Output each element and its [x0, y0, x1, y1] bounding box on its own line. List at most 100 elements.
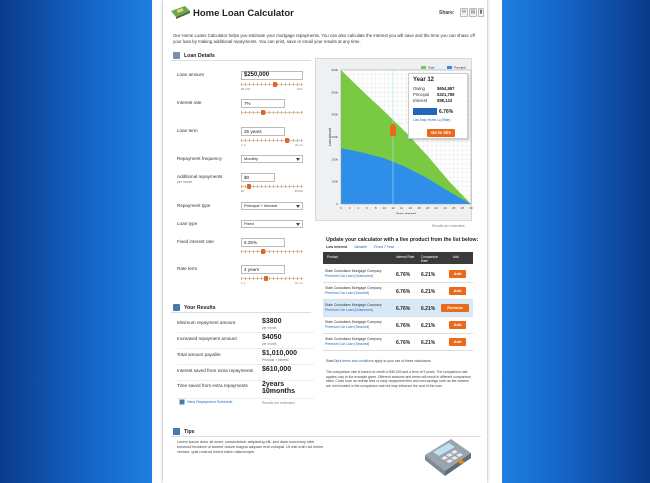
result-label: Increased repayment amount — [177, 336, 237, 341]
field-label: Fixed interest rate — [177, 239, 214, 244]
loan-field-1: Interest rate 7% — [177, 99, 314, 124]
field-select[interactable]: Fixed — [241, 220, 303, 228]
result-sub: per month — [262, 342, 277, 346]
field-slider[interactable]: 1 yr 30 yrs — [241, 138, 303, 147]
product-tabs: Low interest Variable Fixed 7 Year — [326, 245, 400, 249]
x-tick-label: 14 — [400, 206, 404, 210]
field-slider[interactable]: $0 $5000 — [241, 184, 303, 193]
tooltip-interest-label: Interest — [413, 98, 427, 103]
product-comparison-rate: 6.21% — [421, 289, 436, 295]
schedule-icon — [179, 399, 185, 405]
slider-handle[interactable] — [272, 82, 277, 87]
field-input[interactable]: $0 — [241, 173, 275, 182]
chart-estimate-note: Results are estimates — [432, 224, 465, 228]
y-tick-label: 100k — [331, 180, 338, 184]
x-tick-label: 22 — [435, 206, 439, 210]
email-icon[interactable]: ✉ — [460, 8, 468, 17]
tips-text: Lorem ipsum dolor sit amet, consectetuer… — [177, 440, 324, 454]
product-lender: State Custodians Mortgage Company — [325, 269, 382, 273]
x-tick-label: 10 — [383, 206, 387, 210]
go-to-site-button[interactable]: Go to Site — [427, 129, 455, 137]
result-row: Time saved from extra repayments 2years 1… — [177, 381, 314, 399]
tooltip-owing-value: $654,987 — [437, 86, 455, 91]
loan-field-0: Loan amount $250,000 $5,000 $2m — [177, 71, 314, 96]
view-repayment-schedule-link[interactable]: View Repayment Schedule — [187, 400, 233, 404]
tooltip-year: Year 12 — [413, 77, 435, 83]
field-input[interactable]: 6.25% — [241, 238, 285, 247]
tab-low-interest[interactable]: Low interest — [326, 245, 348, 249]
product-name-link[interactable]: Premium Car Loan (Secured) — [325, 291, 370, 295]
field-slider[interactable] — [241, 110, 303, 115]
product-name-link[interactable]: Premium Car Loan (Unsecured) — [325, 274, 374, 278]
slider-min: 1 yr — [241, 281, 247, 285]
result-value: $1,010,000 — [262, 350, 298, 357]
field-input[interactable]: 7% — [241, 99, 285, 108]
lender-logo — [413, 108, 437, 115]
calculator-logo-icon — [171, 6, 190, 19]
slider-handle[interactable] — [284, 138, 289, 143]
field-select[interactable]: Principal + Interest — [241, 202, 303, 210]
result-value: 2years 10months — [262, 381, 296, 395]
product-name-link[interactable]: Premium Car Loan (Secured) — [325, 325, 370, 329]
slider-handle[interactable] — [246, 184, 251, 189]
add-product-button[interactable]: Add — [449, 321, 466, 329]
product-lender: State Custodians Mortgage Company — [325, 320, 382, 324]
field-label: Loan term — [177, 128, 198, 133]
field-input[interactable]: $250,000 — [241, 71, 303, 80]
x-tick-label: 26 — [452, 206, 456, 210]
product-rate: 6.76% — [396, 289, 411, 295]
slider-max: $2m — [297, 87, 303, 91]
header: Home Loan Calculator Share: ✉ ▤ ▮ — [163, 0, 487, 28]
slider-handle[interactable] — [261, 110, 266, 115]
year-tooltip: Year 12 Owing $654,987 Principal $321,78… — [408, 73, 468, 139]
result-label: Minimum repayment amount — [177, 320, 236, 325]
terms-link[interactable]: terms and conditions — [342, 359, 374, 363]
loan-field-2: Loan term 25 years 1 yr 30 yrs — [177, 127, 314, 152]
slider-min: $0 — [241, 189, 245, 193]
field-input[interactable]: 25 years — [241, 127, 285, 136]
tab-fixed[interactable]: Fixed 7 Year — [374, 245, 395, 249]
field-label: Rate term — [177, 266, 198, 271]
result-value: $3800 — [262, 318, 282, 325]
add-product-button[interactable]: Add — [449, 338, 466, 346]
remove-product-button[interactable]: Remove — [441, 304, 469, 312]
tab-variable[interactable]: Variable — [354, 245, 368, 249]
loan-field-5: Repayment type Principal + Interest — [177, 202, 314, 227]
add-product-button[interactable]: Add — [449, 287, 466, 295]
field-select[interactable]: Monthly — [241, 155, 303, 163]
x-tick-label: 30 — [469, 206, 473, 210]
product-name-link[interactable]: Premium Car Loan (Secured) — [325, 342, 370, 346]
slider-max: 30 yrs — [294, 143, 303, 147]
field-slider[interactable]: 1 yr 20 yrs — [241, 276, 303, 285]
loan-field-4: Additional repayments per month $0 $0 $5000 — [177, 173, 314, 198]
field-slider[interactable]: $5,000 $2m — [241, 82, 303, 91]
principal-area — [341, 148, 471, 204]
y-tick-label: 0 — [336, 202, 338, 206]
slider-ticks — [241, 111, 303, 114]
tooltip-product-link[interactable]: Low Easy Home Lo (Rate) — [413, 118, 451, 122]
x-tick-label: 8 — [375, 206, 377, 210]
add-product-button[interactable]: Add — [449, 270, 466, 278]
slider-handle[interactable] — [261, 249, 266, 254]
product-lender: State Custodians Mortgage Company — [325, 303, 382, 307]
slider-ticks — [241, 185, 303, 188]
slider-handle[interactable] — [264, 276, 269, 281]
print-icon[interactable]: ▤ — [469, 8, 477, 17]
field-input[interactable]: 4 years — [241, 265, 285, 274]
save-icon[interactable]: ▮ — [478, 8, 484, 17]
legend-swatch — [421, 66, 426, 69]
x-tick-label: 18 — [417, 206, 421, 210]
background-left — [0, 0, 152, 483]
chevron-down-icon — [296, 205, 300, 208]
result-row: Total amount payable $1,010,000 Principal … — [177, 350, 314, 365]
product-name-link[interactable]: Premium Car Loan (Unsecured) — [325, 308, 374, 312]
slider-min: $5,000 — [241, 87, 251, 91]
slider-ticks — [241, 250, 303, 253]
y-tick-label: 200k — [331, 157, 338, 161]
terms-prefix: RateCity's — [326, 359, 342, 363]
x-tick-label: 2 — [349, 206, 351, 210]
slider-ticks — [241, 139, 303, 142]
product-row: State Custodians Mortgage Company Premium… — [323, 317, 473, 334]
field-slider[interactable] — [241, 249, 303, 254]
plot-border — [340, 69, 472, 205]
